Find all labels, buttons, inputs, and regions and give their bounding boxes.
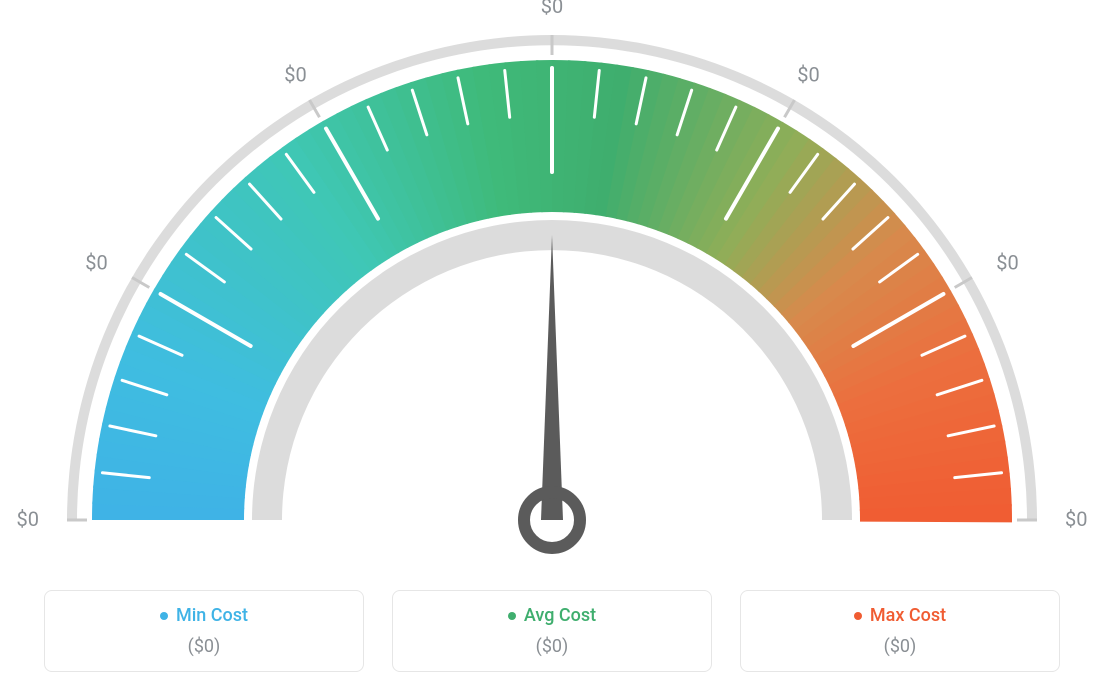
legend-value-min: ($0) bbox=[55, 636, 353, 657]
legend-title-avg: Avg Cost bbox=[508, 605, 596, 626]
gauge-tick-label: $0 bbox=[1065, 507, 1087, 531]
legend-card-avg: Avg Cost ($0) bbox=[392, 590, 712, 673]
legend-label-min: Min Cost bbox=[176, 605, 248, 626]
legend-value-avg: ($0) bbox=[403, 636, 701, 657]
legend-card-min: Min Cost ($0) bbox=[44, 590, 364, 673]
gauge-tick-label: $0 bbox=[17, 507, 39, 531]
gauge-tick-label: $0 bbox=[996, 251, 1018, 275]
gauge-tick-label: $0 bbox=[797, 63, 819, 87]
legend-label-max: Max Cost bbox=[870, 605, 946, 626]
legend-value-max: ($0) bbox=[751, 636, 1049, 657]
gauge-tick-label: $0 bbox=[541, 0, 563, 18]
legend-dot-avg bbox=[508, 612, 516, 620]
gauge-tick-label: $0 bbox=[85, 251, 107, 275]
legend-dot-max bbox=[854, 612, 862, 620]
gauge-svg: $0 $0 $0 $0 $0 $0 $0 bbox=[0, 0, 1104, 560]
gauge-chart: $0 $0 $0 $0 $0 $0 $0 bbox=[0, 0, 1104, 560]
legend-dot-min bbox=[160, 612, 168, 620]
legend-title-min: Min Cost bbox=[160, 605, 248, 626]
gauge-needle bbox=[541, 235, 563, 520]
legend-row: Min Cost ($0) Avg Cost ($0) Max Cost ($0… bbox=[0, 590, 1104, 673]
gauge-tick-label: $0 bbox=[284, 63, 306, 87]
legend-title-max: Max Cost bbox=[854, 605, 946, 626]
legend-label-avg: Avg Cost bbox=[524, 605, 596, 626]
legend-card-max: Max Cost ($0) bbox=[740, 590, 1060, 673]
